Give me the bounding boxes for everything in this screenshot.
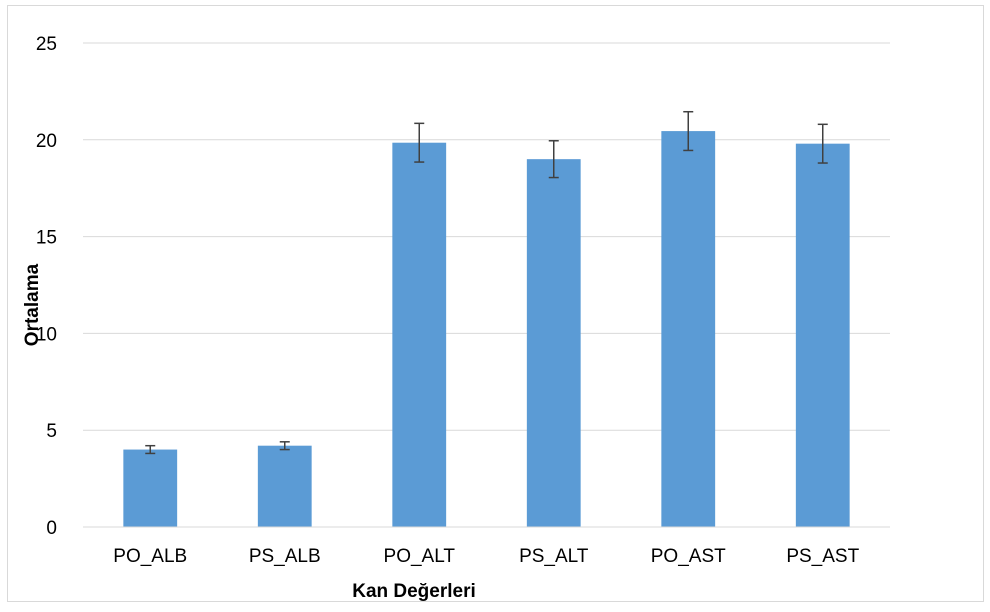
x-axis-title: Kan Değerleri bbox=[352, 581, 476, 602]
error-bar bbox=[548, 140, 559, 179]
bar bbox=[661, 131, 716, 527]
x-tick-label: PO_ALB bbox=[113, 546, 187, 567]
x-tick-label: PO_AST bbox=[651, 546, 726, 567]
bar bbox=[526, 159, 581, 527]
bar bbox=[392, 142, 447, 528]
y-tick-label: 10 bbox=[36, 324, 57, 345]
x-tick-label: PO_ALT bbox=[384, 546, 456, 567]
x-tick-labels: PO_ALB PS_ALB PO_ALT PS_ALT PO_AST PS_AST bbox=[113, 546, 859, 567]
error-bar bbox=[414, 122, 425, 163]
y-tick-label: 5 bbox=[46, 421, 57, 442]
bar bbox=[123, 449, 178, 527]
bar-chart: 0 5 10 15 20 25 PO_ALB PS_ALB PO_ALT PS_ALT PO_AS… bbox=[22, 34, 890, 602]
error-bar bbox=[817, 123, 828, 164]
error-bar bbox=[145, 444, 156, 455]
y-tick-labels: 0 5 10 15 20 25 bbox=[36, 34, 57, 539]
x-tick-label: PS_AST bbox=[786, 546, 859, 567]
bar bbox=[795, 143, 850, 527]
y-tick-label: 20 bbox=[36, 131, 57, 152]
chart-frame: 0 5 10 15 20 25 PO_ALB PS_ALB PO_ALT PS_ALT PO_AS… bbox=[7, 5, 984, 602]
y-tick-label: 15 bbox=[36, 228, 57, 249]
error-bar bbox=[683, 110, 694, 152]
bar bbox=[257, 445, 312, 527]
gridlines bbox=[83, 42, 890, 431]
x-tick-label: PS_ALT bbox=[519, 546, 589, 567]
error-bar bbox=[279, 441, 290, 451]
bars bbox=[123, 131, 850, 528]
y-tick-label: 25 bbox=[36, 34, 57, 55]
y-tick-label: 0 bbox=[46, 518, 57, 539]
x-tick-label: PS_ALB bbox=[249, 546, 321, 567]
error-bars bbox=[145, 110, 828, 455]
y-axis-title: Ortalama bbox=[22, 263, 43, 346]
